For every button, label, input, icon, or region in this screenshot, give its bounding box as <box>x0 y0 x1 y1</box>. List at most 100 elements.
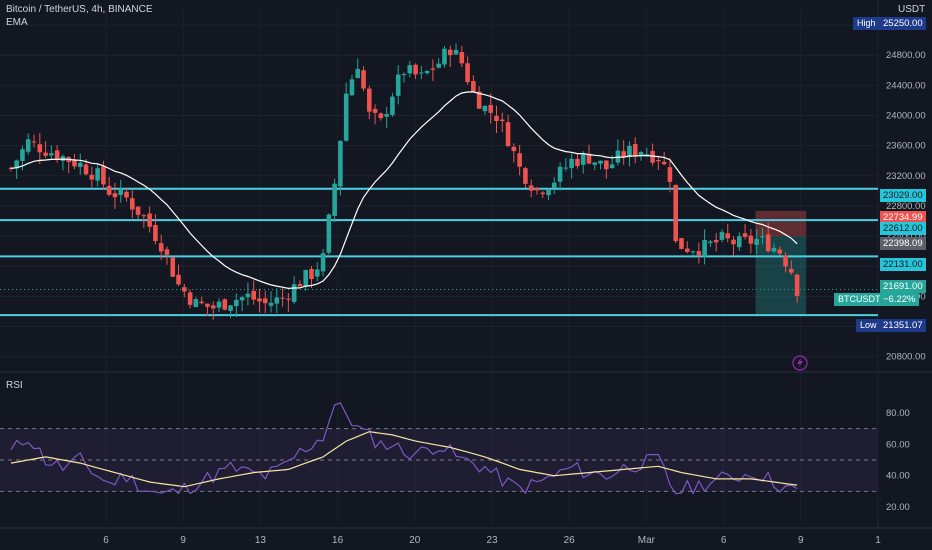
candle-body <box>540 192 546 195</box>
candle-body <box>182 287 187 292</box>
time-tick-label: 6 <box>721 535 727 546</box>
candle-body <box>777 249 783 254</box>
candle-body <box>314 269 320 277</box>
candle-body <box>482 105 488 112</box>
candle-body <box>262 298 268 304</box>
candle-body <box>696 251 702 256</box>
candle-body <box>794 274 800 296</box>
candle-body <box>737 236 742 248</box>
candle-body <box>153 225 158 242</box>
candle-body <box>528 185 534 191</box>
candle-body <box>430 68 436 70</box>
candle-body <box>621 151 626 157</box>
candle-body <box>251 290 256 300</box>
candle-body <box>170 257 176 277</box>
candle-body <box>130 198 135 210</box>
candle-body <box>453 50 459 55</box>
rsi-tick-label: 40.00 <box>886 471 910 482</box>
candle-body <box>361 70 366 89</box>
time-tick-label: 16 <box>332 535 344 546</box>
rsi-tick-label: 60.00 <box>886 439 910 450</box>
candle-body <box>754 238 759 245</box>
candle-body <box>413 64 418 75</box>
candle-body <box>673 184 678 242</box>
price-tick-label: 24800.00 <box>886 50 926 61</box>
candle-body <box>326 214 332 253</box>
line-tag-1: 23029.00 <box>880 189 926 202</box>
candle-body <box>286 298 291 300</box>
candle-body <box>193 299 199 308</box>
price-tick-label: 20800.00 <box>886 352 926 363</box>
candle-body <box>534 188 540 191</box>
high-label: High <box>853 17 880 30</box>
candle-body <box>309 268 314 280</box>
candle-body <box>563 167 569 169</box>
candle-body <box>471 81 476 92</box>
candle-body <box>141 215 147 217</box>
candle-body <box>731 239 736 245</box>
symbol-title: Bitcoin / TetherUS, 4h, BINANCE <box>6 4 153 15</box>
candle-body <box>101 166 106 185</box>
time-tick-label: 13 <box>255 535 267 546</box>
candle-body <box>679 238 684 249</box>
candle-body <box>783 255 788 267</box>
candle-body <box>748 235 754 244</box>
candle-body <box>89 174 95 180</box>
time-tick-label: Mar <box>638 535 656 546</box>
low-label: Low <box>856 319 881 332</box>
candle-body <box>31 141 37 143</box>
candle-body <box>234 299 239 307</box>
candle-body <box>667 167 673 182</box>
rsi-line <box>10 402 798 495</box>
candle-body <box>77 162 83 167</box>
candle-body <box>789 268 794 273</box>
candle-body <box>569 158 574 169</box>
candle-body <box>349 79 355 96</box>
candle-body <box>505 122 511 147</box>
candle-body <box>54 150 60 160</box>
candle-body <box>517 153 522 167</box>
candle-body <box>72 159 77 167</box>
time-tick-label: 26 <box>564 535 576 546</box>
candle-body <box>187 292 193 305</box>
candle-body <box>205 303 210 307</box>
candle-body <box>656 159 661 162</box>
candle-body <box>632 144 638 157</box>
price-tick-label: 24000.00 <box>886 111 926 122</box>
candle-body <box>609 164 615 169</box>
price-tick-label: 23200.00 <box>886 171 926 182</box>
lightning-icon[interactable] <box>792 355 808 371</box>
last-price-tag: 21691.00 <box>880 280 926 293</box>
candle-body <box>690 251 696 253</box>
candle-body <box>708 241 713 243</box>
candle-body <box>106 185 112 195</box>
candle-body <box>684 248 690 252</box>
change-tag: −6.22% <box>880 293 919 306</box>
candle-body <box>20 149 25 161</box>
candle-body <box>124 191 129 198</box>
candle-body <box>135 206 141 215</box>
candle-body <box>320 253 326 272</box>
ema-line <box>10 91 798 290</box>
candle-body <box>586 153 592 164</box>
candle-body <box>43 152 48 156</box>
candle-body <box>338 140 343 187</box>
candle-body <box>499 119 505 122</box>
candle-body <box>216 301 222 308</box>
candle-body <box>222 299 228 310</box>
candle-body <box>765 234 771 252</box>
candle-body <box>118 188 124 196</box>
candle-body <box>713 239 719 243</box>
symbol-tag: BTCUSDT <box>834 293 885 306</box>
candle-body <box>638 152 644 156</box>
lightning-glyph-icon <box>797 358 803 368</box>
candle-body <box>8 167 14 169</box>
candle-body <box>725 233 731 239</box>
price-tick-label: 24400.00 <box>886 80 926 91</box>
price-tick-label: 23600.00 <box>886 141 926 152</box>
candle-body <box>95 168 100 181</box>
candle-body <box>158 243 164 252</box>
candle-body <box>447 49 453 56</box>
candle-body <box>390 96 395 115</box>
